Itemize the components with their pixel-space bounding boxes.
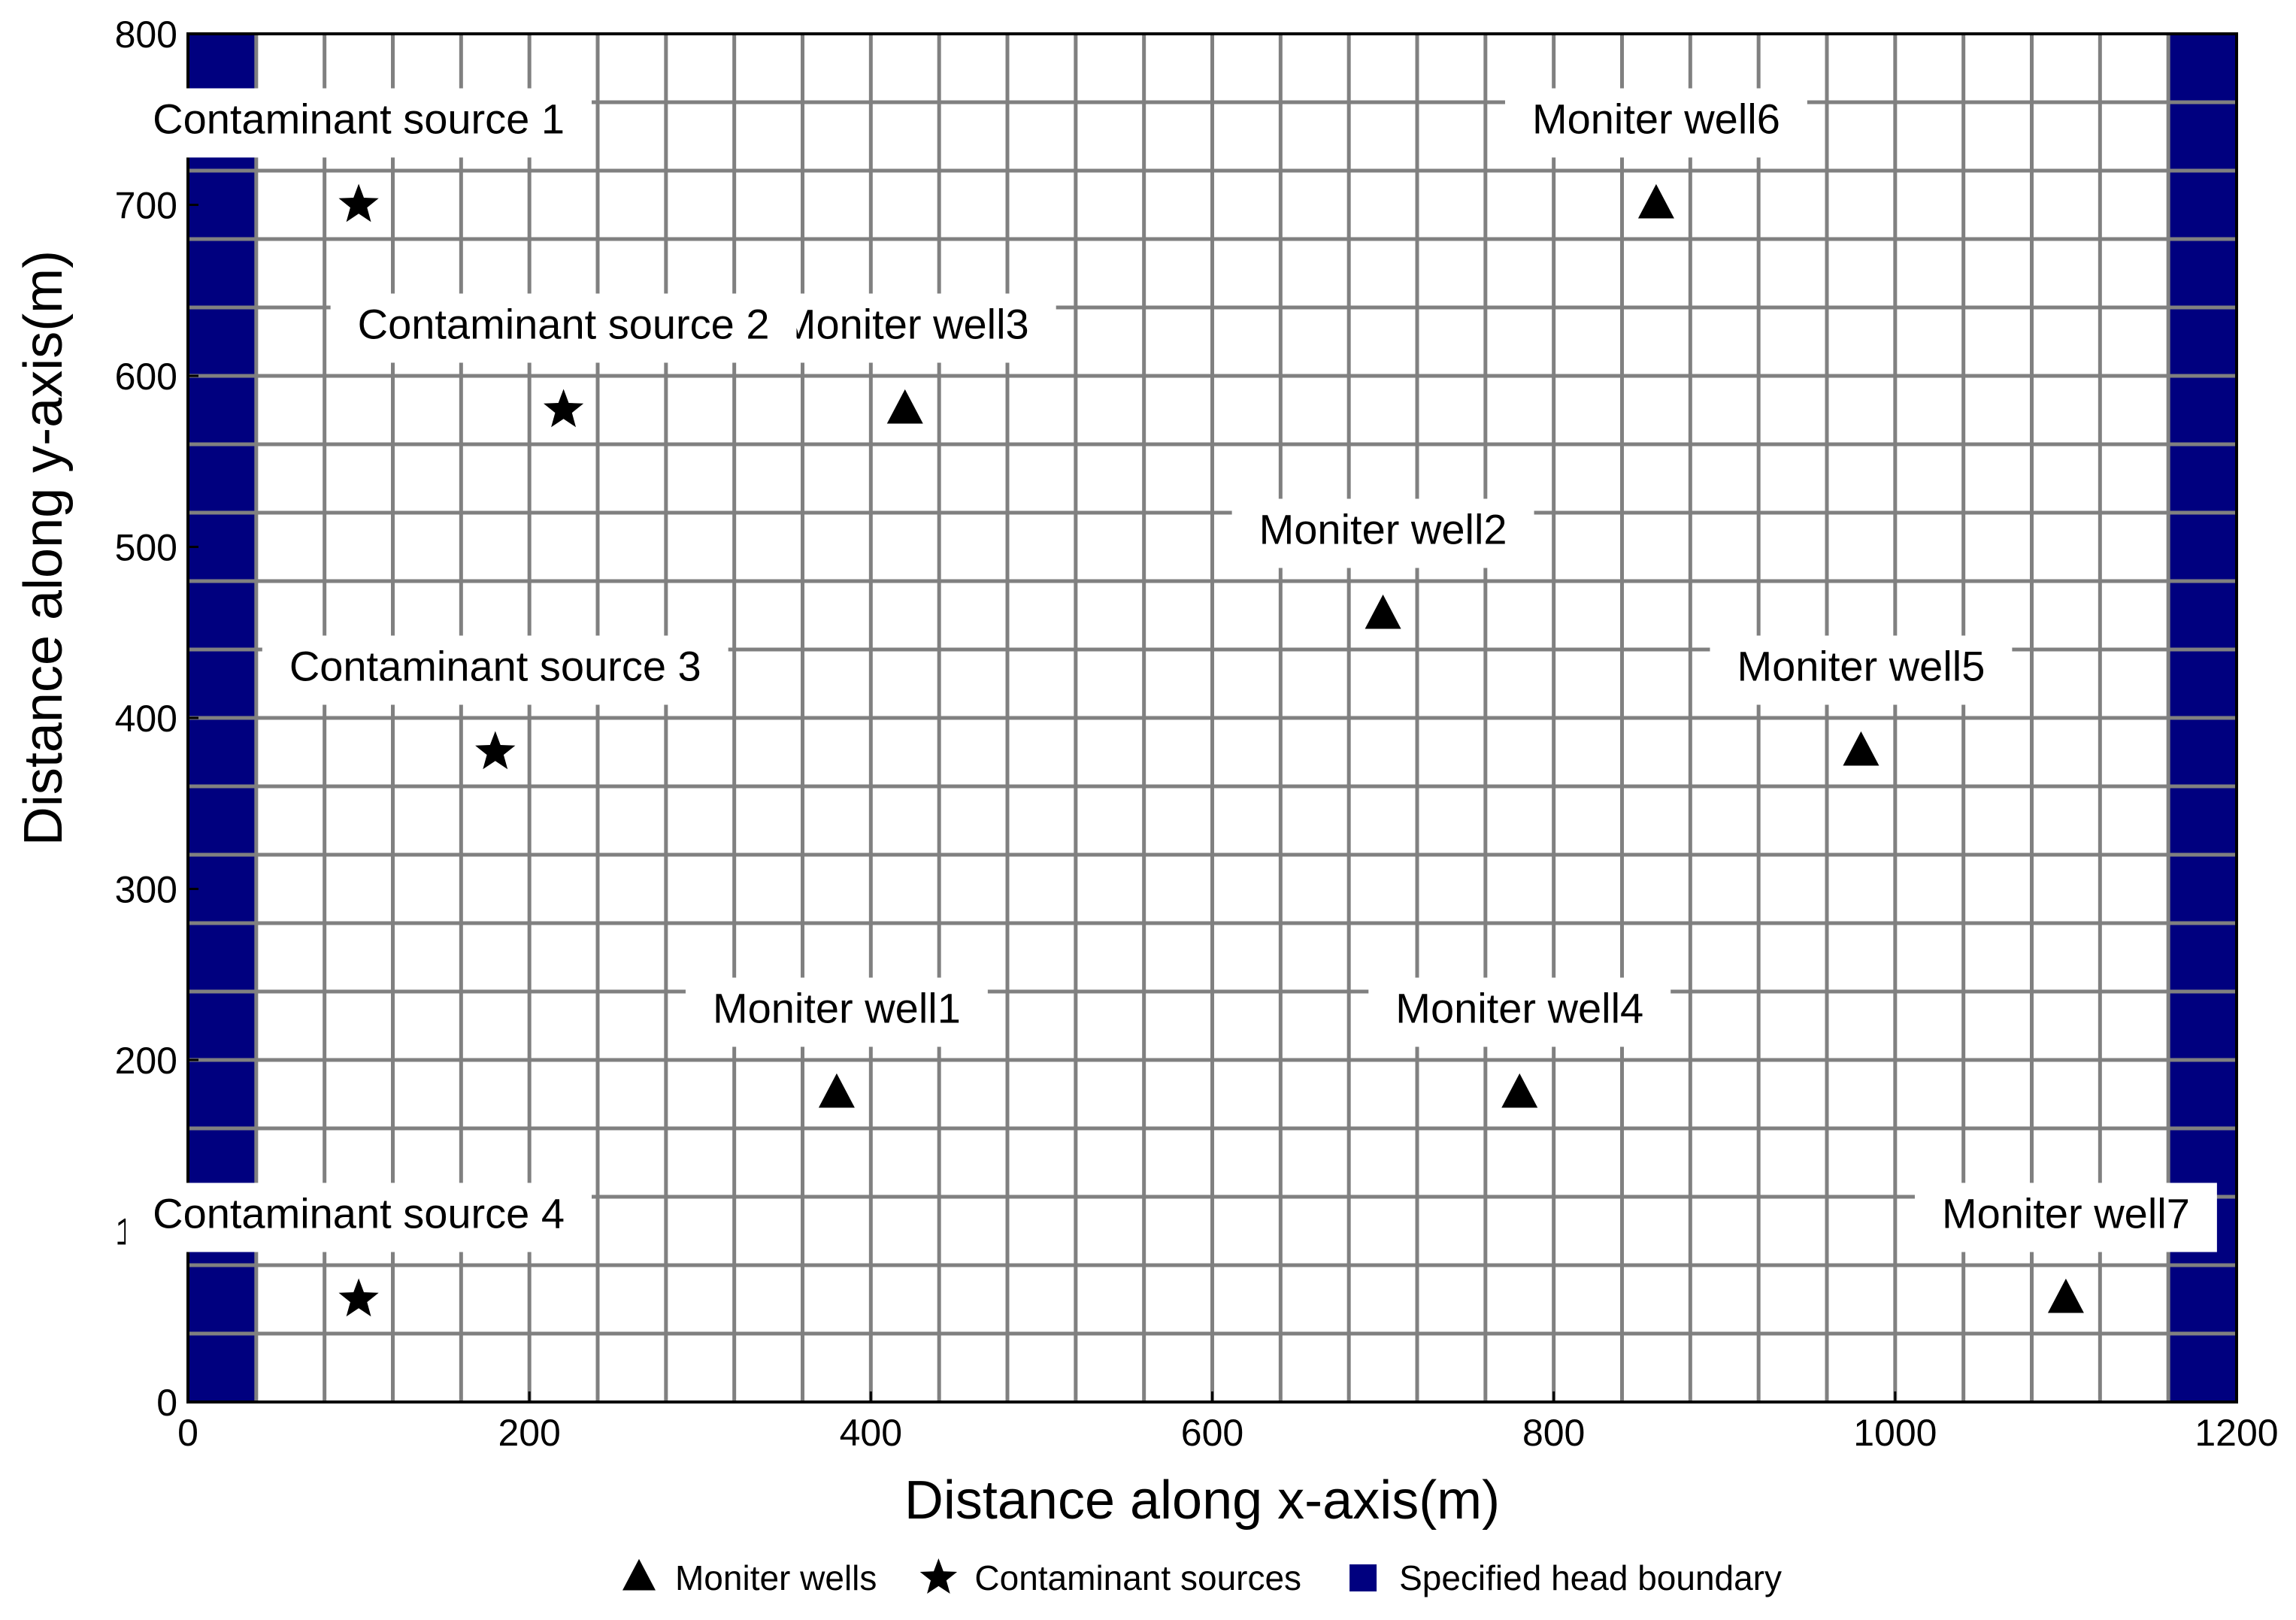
monitor-well-marker	[1501, 1073, 1538, 1108]
y-tick-label: 800	[115, 14, 177, 56]
y-tick-label: 700	[115, 185, 177, 227]
x-tick-label: 600	[1181, 1412, 1243, 1454]
point-label: Moniter well1	[713, 985, 961, 1032]
label-background	[1710, 635, 2013, 705]
label-background	[262, 635, 728, 705]
label-background	[330, 293, 797, 363]
monitor-well-marker	[1365, 594, 1401, 629]
point-label: Contaminant source 1	[153, 95, 565, 143]
monitor-well-marker	[1843, 731, 1880, 766]
y-tick-label: 600	[115, 356, 177, 398]
label-background	[1231, 498, 1534, 568]
point-label: Moniter well7	[1942, 1190, 2190, 1237]
x-tick-label: 800	[1522, 1412, 1585, 1454]
y-axis-title: Distance along y-axis(m)	[14, 250, 74, 846]
x-tick-label: 400	[840, 1412, 902, 1454]
legend-label: Specified head boundary	[1399, 1558, 1782, 1597]
label-background	[1914, 1182, 2217, 1252]
x-axis-title: Distance along x-axis(m)	[904, 1470, 1500, 1531]
x-tick-label: 200	[498, 1412, 560, 1454]
legend: Moniter wells Contaminant sources Specifie…	[622, 1558, 1782, 1597]
point-label: Contaminant source 2	[358, 301, 770, 348]
label-background	[126, 1182, 592, 1252]
contaminant-source-marker	[475, 731, 516, 770]
contaminant-source-marker	[338, 183, 379, 223]
y-tick-label: 500	[115, 527, 177, 569]
label-background	[1504, 88, 1807, 158]
label-background	[753, 293, 1056, 363]
legend-star-icon	[919, 1558, 958, 1594]
legend-label: Moniter wells	[675, 1558, 877, 1597]
axis-ticks: 0200400600800100012000100200300400500600…	[115, 14, 2279, 1454]
point-label: Contaminant source 4	[153, 1190, 565, 1237]
y-tick-label: 200	[115, 1040, 177, 1082]
x-tick-label: 1000	[1853, 1412, 1937, 1454]
x-tick-label: 1200	[2195, 1412, 2278, 1454]
y-tick-label: 400	[115, 698, 177, 740]
gridlines	[188, 34, 2237, 1402]
legend-triangle-icon	[622, 1558, 656, 1591]
axis-titles: Distance along x-axis(m) Distance along …	[14, 250, 1500, 1531]
point-label: Contaminant source 3	[289, 643, 701, 690]
contaminant-source-marker	[338, 1278, 379, 1317]
point-labels: Moniter well1 Moniter well2 Moniter well3 M…	[126, 88, 2217, 1252]
label-background	[126, 88, 592, 158]
point-label: Moniter well2	[1259, 506, 1507, 553]
y-tick-label: 300	[115, 869, 177, 911]
monitor-well-marker	[2047, 1278, 2084, 1313]
label-background	[685, 977, 988, 1047]
legend-square-icon	[1349, 1564, 1377, 1591]
legend-label: Contaminant sources	[974, 1558, 1301, 1597]
label-background	[1368, 977, 1671, 1047]
point-label: Moniter well5	[1737, 643, 1985, 690]
monitor-well-marker	[1637, 183, 1674, 219]
monitor-well-marker	[818, 1073, 855, 1108]
point-label: Moniter well3	[781, 301, 1029, 348]
monitor-well-marker	[886, 389, 923, 424]
contaminant-source-marker	[544, 389, 584, 428]
y-tick-label: 0	[156, 1382, 177, 1424]
data-points	[338, 183, 2084, 1317]
point-label: Moniter well6	[1532, 95, 1780, 143]
x-tick-label: 0	[177, 1412, 198, 1454]
point-label: Moniter well4	[1395, 985, 1643, 1032]
